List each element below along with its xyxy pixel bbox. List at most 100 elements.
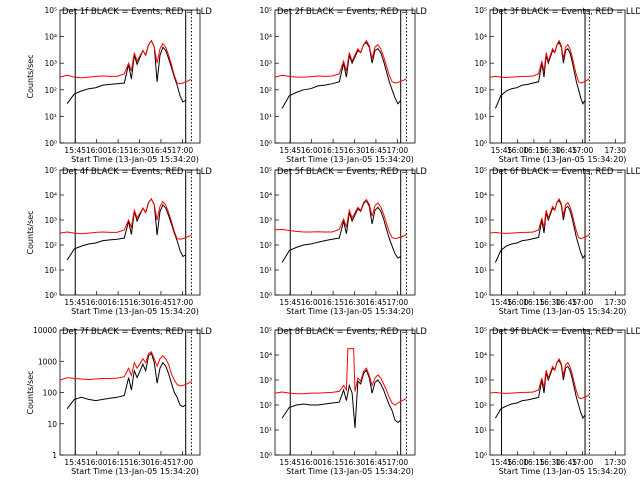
x-tick-label: 16:00 bbox=[86, 298, 108, 307]
y-tick-label: 10² bbox=[474, 241, 487, 250]
plot-frame bbox=[59, 169, 201, 296]
y-tick-label: 10 bbox=[47, 420, 57, 429]
lld-series-line bbox=[274, 198, 407, 240]
y-tick-label: 10¹ bbox=[259, 266, 272, 275]
lld-series-line bbox=[489, 357, 590, 400]
y-tick-label: 10⁰ bbox=[259, 291, 272, 300]
x-tick-label: 15:45 bbox=[491, 458, 513, 467]
x-tick-label: 16:45 bbox=[365, 298, 387, 307]
x-tick-label: 17:00 bbox=[172, 458, 194, 467]
y-tick-label: 10⁵ bbox=[259, 326, 272, 335]
y-tick-label: 10¹ bbox=[474, 266, 487, 275]
x-axis-label: Start Time (13-Jan-05 15:34:20) bbox=[286, 155, 414, 164]
plot-frame bbox=[489, 169, 626, 296]
x-tick-label: 16:15 bbox=[322, 458, 344, 467]
plot-title: Det 6f BLACK = Events, RED = LLD bbox=[492, 167, 640, 177]
x-tick-label: 16:00 bbox=[86, 146, 108, 155]
plot-frame bbox=[274, 329, 416, 456]
y-tick-label: 10¹ bbox=[474, 112, 487, 121]
x-tick-label: 16:30 bbox=[539, 458, 561, 467]
x-tick-label: 17:30 bbox=[604, 458, 626, 467]
y-tick-label: 10⁰ bbox=[259, 139, 272, 148]
x-axis-label: Start Time (13-Jan-05 15:34:20) bbox=[286, 467, 414, 476]
x-tick-label: 16:15 bbox=[523, 458, 545, 467]
x-tick-label: 15:45 bbox=[64, 146, 86, 155]
x-tick-label: 16:15 bbox=[107, 298, 129, 307]
x-tick-label: 15:45 bbox=[279, 458, 301, 467]
y-tick-label: 10¹ bbox=[474, 426, 487, 435]
y-tick-label: 10² bbox=[44, 241, 57, 250]
plot-frame bbox=[274, 9, 416, 144]
y-tick-label: 10² bbox=[259, 86, 272, 95]
x-tick-label: 16:30 bbox=[344, 298, 366, 307]
y-tick-label: 10⁰ bbox=[474, 451, 487, 460]
x-tick-label: 17:00 bbox=[572, 458, 594, 467]
y-tick-label: 10⁴ bbox=[44, 191, 57, 200]
plot-frame bbox=[489, 329, 626, 456]
x-axis-label: Start Time (13-Jan-05 15:34:20) bbox=[286, 307, 414, 316]
x-tick-label: 15:45 bbox=[491, 146, 513, 155]
events-series-line bbox=[281, 199, 401, 263]
x-axis-label: Start Time (13-Jan-05 15:34:20) bbox=[71, 155, 199, 164]
y-tick-label: 10⁰ bbox=[474, 139, 487, 148]
y-tick-label: 10³ bbox=[474, 59, 487, 68]
x-tick-label: 16:00 bbox=[301, 458, 323, 467]
x-tick-label: 15:45 bbox=[279, 146, 301, 155]
y-tick-label: 10¹ bbox=[259, 426, 272, 435]
x-tick-label: 15:45 bbox=[279, 298, 301, 307]
x-tick-label: 16:45 bbox=[150, 458, 172, 467]
y-tick-label: 10² bbox=[259, 241, 272, 250]
plot-frame bbox=[274, 169, 416, 296]
events-series-line bbox=[281, 369, 402, 429]
y-tick-label: 10⁰ bbox=[44, 291, 57, 300]
events-series-line bbox=[66, 197, 186, 261]
events-series-line bbox=[281, 41, 402, 109]
plot-title: Det 2f BLACK = Events, RED = LLD bbox=[277, 7, 427, 17]
plot-frame bbox=[489, 9, 626, 144]
y-tick-label: 10¹ bbox=[44, 266, 57, 275]
x-tick-label: 16:00 bbox=[507, 146, 529, 155]
x-tick-label: 16:30 bbox=[129, 146, 151, 155]
x-tick-label: 16:45 bbox=[365, 458, 387, 467]
plot-frame bbox=[59, 9, 201, 144]
x-axis-label: Start Time (13-Jan-05 15:34:20) bbox=[499, 307, 627, 316]
x-tick-label: 16:15 bbox=[107, 458, 129, 467]
x-axis-label: Start Time (13-Jan-05 15:34:20) bbox=[71, 307, 199, 316]
y-tick-label: 10⁴ bbox=[44, 33, 57, 42]
x-tick-label: 15:45 bbox=[64, 458, 86, 467]
plot-frame bbox=[59, 329, 201, 456]
x-tick-label: 16:15 bbox=[107, 146, 129, 155]
x-tick-label: 16:15 bbox=[523, 298, 545, 307]
x-tick-label: 16:00 bbox=[86, 458, 108, 467]
y-tick-label: 10² bbox=[474, 86, 487, 95]
y-tick-label: 10³ bbox=[259, 216, 272, 225]
x-axis-label: Start Time (13-Jan-05 15:34:20) bbox=[71, 467, 199, 476]
lld-series-line bbox=[59, 39, 192, 85]
x-tick-label: 16:00 bbox=[301, 298, 323, 307]
y-tick-label: 10⁵ bbox=[474, 166, 487, 175]
y-tick-label: 10⁴ bbox=[474, 191, 487, 200]
x-tick-label: 16:30 bbox=[344, 146, 366, 155]
x-tick-label: 16:15 bbox=[322, 146, 344, 155]
plot-title: Det 4f BLACK = Events, RED = LLD bbox=[62, 167, 212, 177]
x-tick-label: 17:00 bbox=[387, 146, 409, 155]
y-tick-label: 10² bbox=[44, 86, 57, 95]
y-tick-label: 100 bbox=[43, 389, 58, 398]
x-tick-label: 16:00 bbox=[507, 298, 529, 307]
x-axis-label: Start Time (13-Jan-05 15:34:20) bbox=[499, 155, 627, 164]
y-tick-label: 10⁵ bbox=[259, 166, 272, 175]
y-tick-label: 10¹ bbox=[259, 112, 272, 121]
x-tick-label: 16:30 bbox=[129, 458, 151, 467]
y-tick-label: 10⁴ bbox=[259, 191, 272, 200]
y-axis-label: Counts/sec bbox=[26, 54, 35, 98]
plot-title: Det 1f BLACK = Events, RED = LLD bbox=[62, 7, 212, 17]
x-tick-label: 16:45 bbox=[150, 298, 172, 307]
y-tick-label: 10⁴ bbox=[259, 351, 272, 360]
y-tick-label: 10⁰ bbox=[44, 139, 57, 148]
x-tick-label: 16:30 bbox=[539, 146, 561, 155]
events-series-line bbox=[66, 39, 186, 104]
x-tick-label: 16:00 bbox=[507, 458, 529, 467]
x-tick-label: 15:45 bbox=[64, 298, 86, 307]
y-tick-label: 10³ bbox=[259, 59, 272, 68]
x-tick-label: 16:15 bbox=[322, 298, 344, 307]
